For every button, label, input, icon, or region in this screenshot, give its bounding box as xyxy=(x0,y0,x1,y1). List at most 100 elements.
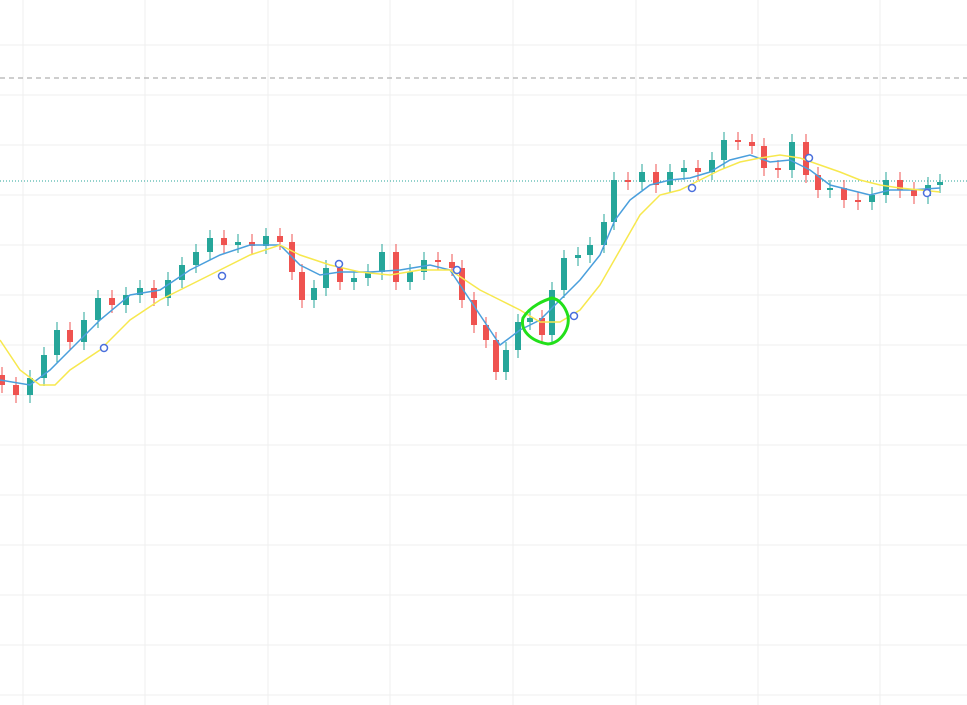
candle-body xyxy=(137,288,143,295)
candle-body xyxy=(883,180,889,195)
candle xyxy=(249,234,255,254)
candle xyxy=(653,164,659,193)
marker xyxy=(569,311,579,321)
candle xyxy=(897,172,903,198)
candle xyxy=(123,287,129,313)
candle-body xyxy=(277,236,283,242)
candle-body xyxy=(601,222,607,245)
candle xyxy=(515,314,521,358)
candle-body xyxy=(625,180,631,182)
candle-body xyxy=(41,355,47,378)
candle xyxy=(827,180,833,198)
candle-body xyxy=(667,172,673,185)
candle-body xyxy=(299,272,305,300)
hand-drawn-circle xyxy=(520,296,570,346)
candle-body xyxy=(249,242,255,246)
candle xyxy=(561,250,567,298)
candle-body xyxy=(123,295,129,305)
candle xyxy=(311,280,317,308)
candle-body xyxy=(471,300,477,325)
candle-body xyxy=(67,330,73,342)
candle-body xyxy=(351,278,357,282)
candle xyxy=(235,234,241,253)
candle-body xyxy=(561,258,567,290)
candle-body xyxy=(235,242,241,245)
candle-body xyxy=(207,238,213,252)
candle-body xyxy=(54,330,60,355)
candle-body xyxy=(13,385,19,395)
candle xyxy=(27,370,33,403)
candle xyxy=(695,160,701,180)
candle-body xyxy=(587,245,593,255)
candle-body xyxy=(639,172,645,182)
plot xyxy=(0,132,943,403)
candle-body xyxy=(539,318,545,335)
candle xyxy=(393,244,399,290)
candle-body xyxy=(151,288,157,298)
candle xyxy=(299,264,305,308)
candle xyxy=(179,257,185,288)
candle-body xyxy=(575,255,581,258)
candle xyxy=(587,237,593,263)
candle xyxy=(611,172,617,230)
candle xyxy=(151,280,157,306)
candle-body xyxy=(911,190,917,196)
candle-body xyxy=(109,298,115,305)
candle-body xyxy=(721,140,727,160)
candle xyxy=(503,342,509,380)
candle-body xyxy=(789,142,795,170)
candle-body xyxy=(435,260,441,262)
candle-body xyxy=(775,168,781,170)
candle xyxy=(41,347,47,386)
marker xyxy=(804,153,814,163)
candle xyxy=(549,282,555,343)
candle xyxy=(869,187,875,210)
candle xyxy=(749,134,755,154)
candle-body xyxy=(897,180,903,190)
moving-average-line xyxy=(0,154,941,386)
moving-average-line xyxy=(0,154,941,386)
candle xyxy=(735,132,741,150)
candle-body xyxy=(653,172,659,185)
candle xyxy=(471,292,477,333)
candle-body xyxy=(407,272,413,282)
candle-body xyxy=(323,268,329,288)
marker xyxy=(452,265,462,275)
candle-body xyxy=(493,340,499,372)
candle xyxy=(789,134,795,178)
candle-body xyxy=(869,195,875,202)
candle-body xyxy=(841,188,847,200)
marker xyxy=(217,271,227,281)
candle-body xyxy=(695,168,701,172)
candle xyxy=(323,260,329,296)
candle-body xyxy=(311,288,317,300)
marker xyxy=(99,343,109,353)
candle-body xyxy=(95,298,101,320)
candle xyxy=(681,160,687,180)
candle xyxy=(911,182,917,204)
candle-body xyxy=(549,290,555,335)
candle-body xyxy=(515,322,521,350)
candle xyxy=(459,260,465,308)
candle-body xyxy=(827,188,833,190)
candle xyxy=(54,322,60,363)
candle-body xyxy=(503,350,509,372)
candle-body xyxy=(379,252,385,272)
candle xyxy=(165,272,171,306)
candle xyxy=(625,172,631,190)
candle-body xyxy=(735,140,741,142)
candle-body xyxy=(27,378,33,395)
candle xyxy=(539,310,545,343)
candle xyxy=(883,172,889,203)
candle-body xyxy=(193,252,199,265)
candle xyxy=(639,164,645,190)
candle xyxy=(13,377,19,403)
candle xyxy=(137,280,143,303)
candle xyxy=(815,167,821,198)
candle-body xyxy=(337,268,343,282)
marker xyxy=(687,183,697,193)
candle-body xyxy=(179,265,185,280)
candle xyxy=(221,230,227,253)
